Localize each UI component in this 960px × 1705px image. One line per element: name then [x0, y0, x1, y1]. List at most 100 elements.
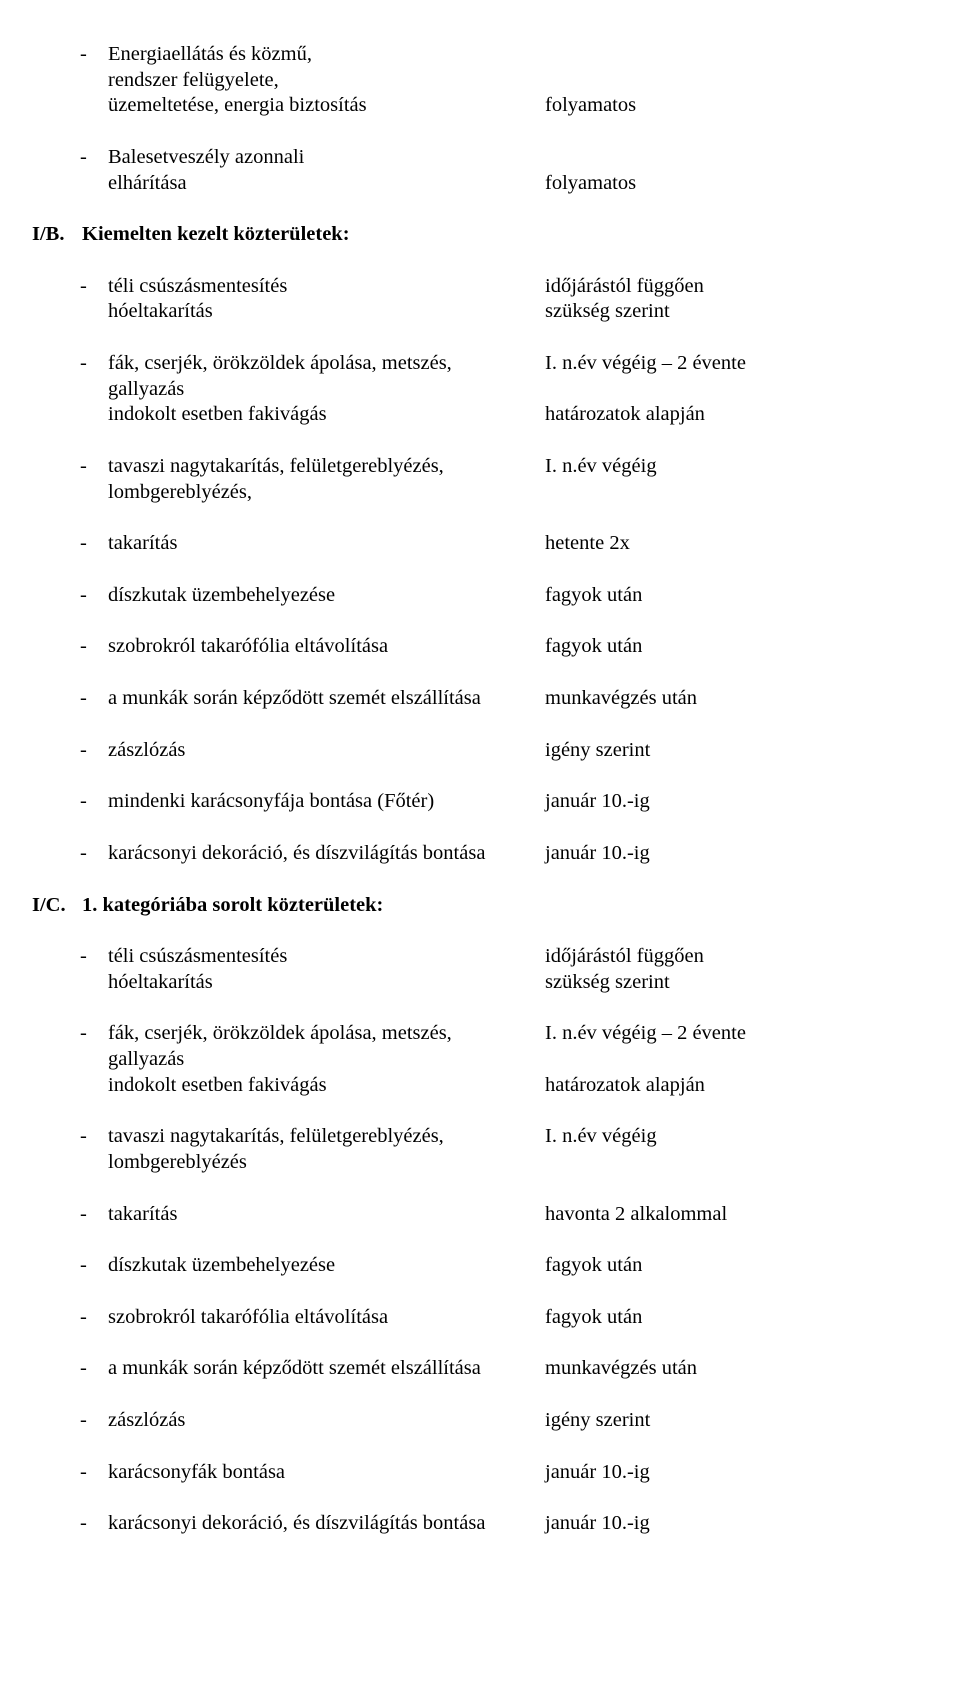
- list-item-text: zászlózás: [108, 738, 533, 764]
- text-line: [545, 377, 920, 403]
- text-line: Energiaellátás és közmű,: [108, 42, 533, 68]
- text-line: lombgereblyézés: [108, 1150, 533, 1176]
- list-item-text: szobrokról takarófólia eltávolítása: [108, 634, 533, 660]
- text-line: indokolt esetben fakivágás: [108, 402, 533, 428]
- text-line: [545, 480, 920, 506]
- text-line: lombgereblyézés,: [108, 480, 533, 506]
- text-line: [545, 145, 920, 171]
- list-item: -mindenki karácsonyfája bontása (Főtér)j…: [78, 789, 920, 815]
- list-item-text: díszkutak üzembehelyezése: [108, 1253, 533, 1279]
- list-item-left: -a munkák során képződött szemét elszáll…: [78, 686, 533, 712]
- list-item: -a munkák során képződött szemét elszáll…: [78, 1356, 920, 1382]
- text-line: téli csúszásmentesítés: [108, 944, 533, 970]
- bullet-dash-icon: -: [78, 1305, 108, 1331]
- list-item: -szobrokról takarófólia eltávolítása fagy…: [78, 1305, 920, 1331]
- list-item-left: -díszkutak üzembehelyezése: [78, 1253, 533, 1279]
- list-item-text: karácsonyi dekoráció, és díszvilágítás b…: [108, 841, 533, 867]
- text-line: [545, 68, 920, 94]
- list-item: -téli csúszásmentesítéshóeltakarításidőj…: [78, 944, 920, 995]
- list-item: -karácsonyi dekoráció, és díszvilágítás …: [78, 841, 920, 867]
- list-item-right: folyamatos: [533, 42, 920, 119]
- text-line: munkavégzés után: [545, 686, 920, 712]
- bullet-dash-icon: -: [78, 1460, 108, 1486]
- text-line: [545, 42, 920, 68]
- section-b-items: -téli csúszásmentesítéshóeltakarításidőj…: [78, 274, 920, 867]
- text-line: a munkák során képződött szemét elszállí…: [108, 686, 533, 712]
- list-item-right: I. n.év végéig – 2 évente határozatok al…: [533, 1021, 920, 1098]
- list-item-text: zászlózás: [108, 1408, 533, 1434]
- bullet-dash-icon: -: [78, 634, 108, 660]
- list-item-right: munkavégzés után: [533, 686, 920, 712]
- list-item-left: -Energiaellátás és közmű,rendszer felügy…: [78, 42, 533, 119]
- list-item: -Energiaellátás és közmű,rendszer felügy…: [78, 42, 920, 119]
- list-item: -zászlózásigény szerint: [78, 738, 920, 764]
- text-line: január 10.-ig: [545, 1460, 920, 1486]
- list-item-left: -fák, cserjék, örökzöldek ápolása, metsz…: [78, 351, 533, 428]
- text-line: karácsonyi dekoráció, és díszvilágítás b…: [108, 1511, 533, 1537]
- list-item: -díszkutak üzembehelyezése fagyok után: [78, 583, 920, 609]
- text-line: szükség szerint: [545, 299, 920, 325]
- list-item-text: tavaszi nagytakarítás, felületgereblyézé…: [108, 454, 533, 505]
- bullet-dash-icon: -: [78, 274, 108, 325]
- list-item-left: -zászlózás: [78, 1408, 533, 1434]
- bullet-dash-icon: -: [78, 1202, 108, 1228]
- list-item: -szobrokról takarófólia eltávolításafagy…: [78, 634, 920, 660]
- text-line: szobrokról takarófólia eltávolítása: [108, 1305, 533, 1331]
- text-line: zászlózás: [108, 1408, 533, 1434]
- text-line: Balesetveszély azonnali: [108, 145, 533, 171]
- text-line: fagyok után: [545, 1253, 920, 1279]
- top-items-block: -Energiaellátás és közmű,rendszer felügy…: [78, 42, 920, 196]
- list-item-text: szobrokról takarófólia eltávolítása: [108, 1305, 533, 1331]
- text-line: [545, 1047, 920, 1073]
- list-item-right: fagyok után: [533, 634, 920, 660]
- list-item-left: -karácsonyfák bontása: [78, 1460, 533, 1486]
- list-item-right: január 10.-ig: [533, 1511, 920, 1537]
- text-line: január 10.-ig: [545, 841, 920, 867]
- list-item: -karácsonyi dekoráció, és díszvilágítás …: [78, 1511, 920, 1537]
- list-item-left: -Balesetveszély azonnalielhárítása: [78, 145, 533, 196]
- document-page: -Energiaellátás és közmű,rendszer felügy…: [0, 0, 960, 1705]
- list-item-text: mindenki karácsonyfája bontása (Főtér): [108, 789, 533, 815]
- list-item: -takarításhetente 2x: [78, 531, 920, 557]
- text-line: időjárástól függően: [545, 274, 920, 300]
- text-line: I. n.év végéig – 2 évente: [545, 351, 920, 377]
- text-line: takarítás: [108, 531, 533, 557]
- list-item-left: -karácsonyi dekoráció, és díszvilágítás …: [78, 841, 533, 867]
- bullet-dash-icon: -: [78, 1124, 108, 1175]
- list-item-text: a munkák során képződött szemét elszállí…: [108, 1356, 533, 1382]
- text-line: fák, cserjék, örökzöldek ápolása, metszé…: [108, 351, 533, 377]
- list-item-right: havonta 2 alkalommal: [533, 1202, 920, 1228]
- text-line: havonta 2 alkalommal: [545, 1202, 920, 1228]
- list-item-text: fák, cserjék, örökzöldek ápolása, metszé…: [108, 351, 533, 428]
- text-line: I. n.év végéig – 2 évente: [545, 1021, 920, 1047]
- text-line: mindenki karácsonyfája bontása (Főtér): [108, 789, 533, 815]
- text-line: munkavégzés után: [545, 1356, 920, 1382]
- list-item-right: január 10.-ig: [533, 841, 920, 867]
- list-item-left: -szobrokról takarófólia eltávolítása: [78, 634, 533, 660]
- list-item: -fák, cserjék, örökzöldek ápolása, metsz…: [78, 1021, 920, 1098]
- list-item-left: -tavaszi nagytakarítás, felületgereblyéz…: [78, 1124, 533, 1175]
- text-line: folyamatos: [545, 93, 920, 119]
- list-item-right: fagyok után: [533, 583, 920, 609]
- text-line: fagyok után: [545, 1305, 920, 1331]
- list-item: -karácsonyfák bontása január 10.-ig: [78, 1460, 920, 1486]
- text-line: zászlózás: [108, 738, 533, 764]
- list-item: -fák, cserjék, örökzöldek ápolása, metsz…: [78, 351, 920, 428]
- bullet-dash-icon: -: [78, 351, 108, 428]
- text-line: határozatok alapján: [545, 1073, 920, 1099]
- text-line: január 10.-ig: [545, 1511, 920, 1537]
- text-line: a munkák során képződött szemét elszállí…: [108, 1356, 533, 1382]
- bullet-dash-icon: -: [78, 42, 108, 119]
- text-line: takarítás: [108, 1202, 533, 1228]
- section-c-label: I/C.: [30, 893, 66, 919]
- list-item-left: -szobrokról takarófólia eltávolítása: [78, 1305, 533, 1331]
- bullet-dash-icon: -: [78, 1408, 108, 1434]
- list-item-left: -díszkutak üzembehelyezése: [78, 583, 533, 609]
- text-line: [545, 1150, 920, 1176]
- bullet-dash-icon: -: [78, 1511, 108, 1537]
- text-line: igény szerint: [545, 1408, 920, 1434]
- list-item-left: -téli csúszásmentesítéshóeltakarítás: [78, 944, 533, 995]
- list-item-right: munkavégzés után: [533, 1356, 920, 1382]
- list-item: -díszkutak üzembehelyezése fagyok után: [78, 1253, 920, 1279]
- text-line: fagyok után: [545, 583, 920, 609]
